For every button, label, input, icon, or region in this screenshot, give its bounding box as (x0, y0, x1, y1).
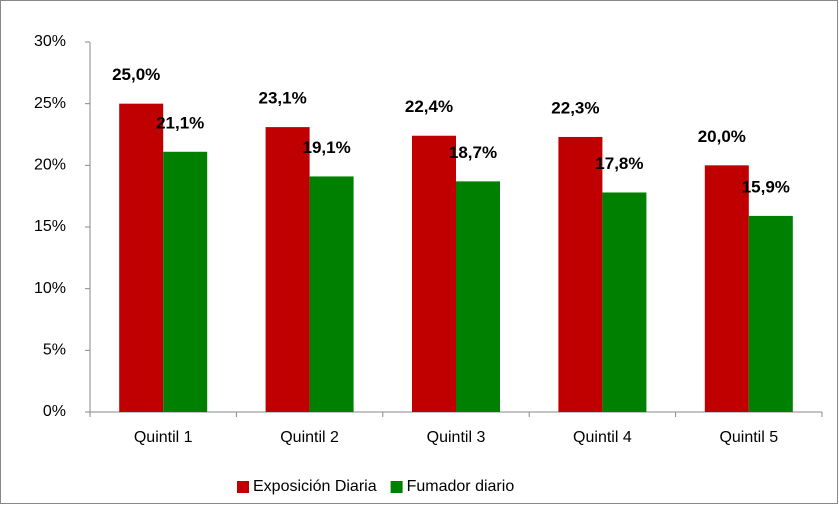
value-label: 22,3% (551, 98, 599, 117)
bar (412, 135, 456, 412)
bar (748, 215, 793, 412)
legend-swatch (237, 481, 249, 493)
x-tick-label: Quintil 4 (573, 429, 632, 446)
bar (558, 136, 603, 412)
bar (309, 176, 354, 412)
y-tick-label: 5% (43, 342, 66, 359)
y-tick-label: 10% (34, 280, 66, 297)
value-label: 19,1% (302, 138, 350, 157)
bar (456, 181, 500, 412)
value-label: 15,9% (742, 177, 790, 196)
y-tick-label: 0% (43, 403, 66, 420)
value-label: 17,8% (595, 154, 643, 173)
y-tick-label: 25% (34, 95, 66, 112)
x-tick-label: Quintil 5 (719, 429, 778, 446)
y-tick-label: 30% (34, 33, 66, 50)
legend-label: Exposición Diaria (253, 478, 377, 495)
value-label: 18,7% (449, 143, 497, 162)
value-label: 20,0% (698, 127, 746, 146)
y-tick-label: 15% (34, 218, 66, 235)
bar (704, 165, 749, 412)
bar (163, 151, 208, 412)
bar (602, 192, 647, 412)
x-tick-label: Quintil 3 (427, 429, 486, 446)
bar (119, 103, 164, 413)
y-tick-label: 20% (34, 157, 66, 174)
x-tick-label: Quintil 1 (134, 429, 193, 446)
legend-label: Fumador diario (407, 478, 515, 495)
value-label: 23,1% (258, 89, 306, 108)
x-tick-label: Quintil 2 (280, 429, 339, 446)
bar (265, 127, 310, 412)
value-label: 25,0% (112, 65, 160, 84)
legend-swatch (390, 481, 403, 493)
value-label: 21,1% (156, 113, 204, 132)
value-label: 22,4% (405, 97, 453, 116)
